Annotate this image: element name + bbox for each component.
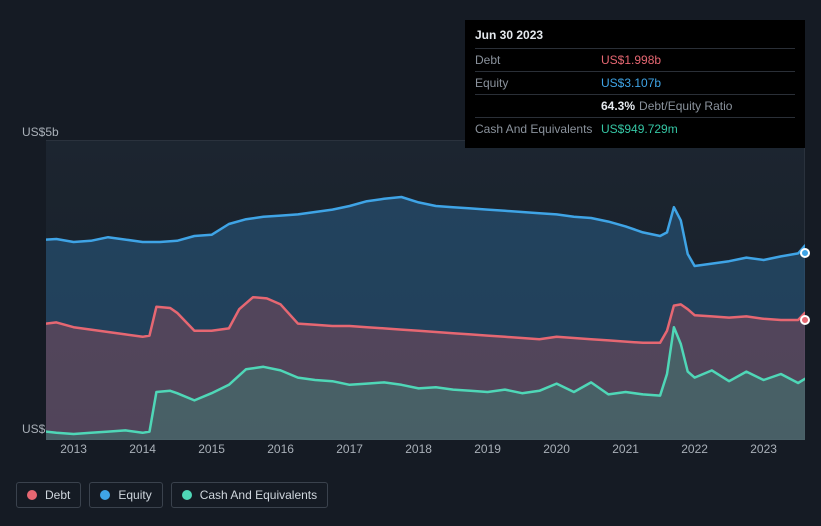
- tooltip-row-debt: Debt US$1.998b: [475, 48, 795, 71]
- x-axis-tick: 2018: [405, 442, 432, 456]
- legend-item-debt[interactable]: Debt: [16, 482, 81, 508]
- tooltip-value-ratio: 64.3%Debt/Equity Ratio: [601, 99, 732, 113]
- marker-equity: [800, 248, 810, 258]
- tooltip-row-cash: Cash And Equivalents US$949.729m: [475, 117, 795, 140]
- x-axis-tick: 2019: [474, 442, 501, 456]
- hover-tooltip: Jun 30 2023 Debt US$1.998b Equity US$3.1…: [465, 20, 805, 148]
- x-axis-tick: 2013: [60, 442, 87, 456]
- tooltip-date: Jun 30 2023: [475, 28, 795, 48]
- tooltip-label: Debt: [475, 53, 601, 67]
- x-axis-tick: 2014: [129, 442, 156, 456]
- tooltip-row-ratio: 64.3%Debt/Equity Ratio: [475, 94, 795, 117]
- tooltip-value-debt: US$1.998b: [601, 53, 661, 67]
- tooltip-row-equity: Equity US$3.107b: [475, 71, 795, 94]
- chart-plot[interactable]: [16, 140, 805, 440]
- legend: Debt Equity Cash And Equivalents: [16, 482, 328, 508]
- legend-dot: [100, 490, 110, 500]
- legend-label: Cash And Equivalents: [200, 488, 317, 502]
- legend-item-cash[interactable]: Cash And Equivalents: [171, 482, 328, 508]
- x-axis: 2013 2014 2015 2016 2017 2018 2019 2020 2021 2022…: [46, 442, 805, 462]
- x-axis-tick: 2017: [336, 442, 363, 456]
- legend-dot: [27, 490, 37, 500]
- x-axis-tick: 2023: [750, 442, 777, 456]
- tooltip-value-equity: US$3.107b: [601, 76, 661, 90]
- marker-debt: [800, 315, 810, 325]
- x-axis-tick: 2015: [198, 442, 225, 456]
- x-axis-tick: 2022: [681, 442, 708, 456]
- tooltip-value-cash: US$949.729m: [601, 122, 678, 136]
- legend-label: Equity: [118, 488, 151, 502]
- tooltip-label: [475, 99, 601, 113]
- x-axis-tick: 2016: [267, 442, 294, 456]
- x-axis-tick: 2020: [543, 442, 570, 456]
- x-axis-tick: 2021: [612, 442, 639, 456]
- legend-item-equity[interactable]: Equity: [89, 482, 162, 508]
- chart-svg: [46, 140, 805, 440]
- legend-dot: [182, 490, 192, 500]
- legend-label: Debt: [45, 488, 70, 502]
- tooltip-label: Cash And Equivalents: [475, 122, 601, 136]
- y-axis-tick-max: US$5b: [22, 125, 59, 139]
- tooltip-label: Equity: [475, 76, 601, 90]
